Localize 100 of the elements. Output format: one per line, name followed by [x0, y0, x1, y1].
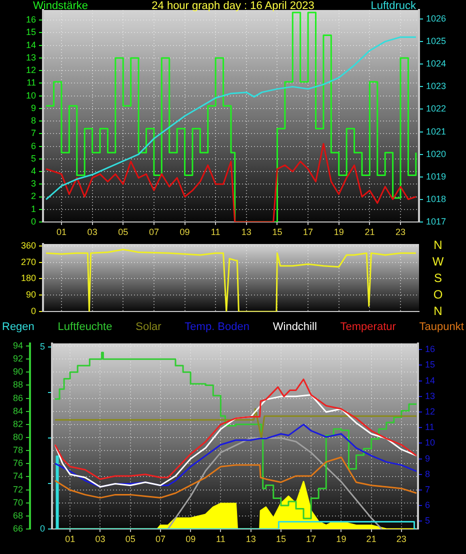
y-tick-label: 92	[12, 354, 23, 364]
y2-tick-label: 1026	[426, 14, 446, 24]
y-tick-label: 3	[30, 178, 36, 189]
y2-axis-title: Luftdruck	[370, 0, 416, 12]
y-tick-label: 90	[26, 290, 36, 300]
y-tick-label: 11	[26, 78, 36, 88]
y2-tick-label: 1021	[426, 126, 446, 136]
x-tick-label: 21	[366, 534, 376, 544]
y-tick-label: 14	[26, 40, 36, 50]
x-tick-label: 15	[272, 226, 282, 237]
x-tick-label: 21	[364, 226, 375, 237]
x-tick-label: 13	[241, 226, 252, 237]
y-tick-label: 90	[12, 366, 23, 377]
y2-tick-label: 8	[425, 468, 430, 479]
y-tick-label: 13	[26, 52, 36, 62]
y-tick-label: 2	[30, 191, 36, 202]
text: N	[434, 304, 442, 318]
y-axis-title: Windstärke	[33, 0, 88, 12]
y-tick-label: 6	[30, 140, 36, 151]
y-tick-label: 86	[12, 392, 23, 403]
y2-tick-label: 1022	[426, 104, 446, 114]
x-tick-label: 01	[65, 534, 76, 544]
y-tick-label: 16	[26, 14, 36, 25]
y2-tick-label: 1023	[426, 81, 446, 92]
text: Temp. Boden	[184, 320, 250, 335]
y-tick-label: 80	[12, 432, 23, 442]
x-tick-label: 17	[303, 226, 314, 237]
y3-tick-label: 0	[40, 523, 45, 534]
y-tick-label: 0	[30, 306, 36, 316]
text: S	[434, 271, 442, 286]
y2-tick-label: 9	[425, 453, 430, 464]
y-tick-label: 74	[12, 471, 23, 482]
y2-tick-label: 6	[425, 500, 430, 510]
y-tick-label: 68	[12, 510, 23, 520]
y2-tick-label: 1018	[426, 194, 446, 204]
y2-tick-label: 1017	[426, 216, 446, 226]
x-tick-label: 03	[95, 534, 106, 544]
x-tick-label: 03	[87, 226, 98, 237]
chart-title: 24 hour graph day : 16 April 2023	[152, 0, 314, 12]
x-tick-label: 15	[276, 534, 286, 544]
y2-tick-label: 5	[425, 516, 430, 526]
text: Taupunkt	[419, 320, 464, 335]
y-tick-label: 72	[12, 484, 23, 494]
y2-tick-label: 1025	[426, 36, 446, 46]
y2-tick-label: 15	[425, 360, 436, 370]
x-tick-label: 11	[210, 226, 220, 237]
text: W	[432, 254, 444, 269]
y-tick-label: 1	[30, 204, 36, 214]
y-tick-label: 270	[20, 256, 36, 267]
x-tick-label: 23	[396, 226, 406, 237]
y3-tick-label: 5	[40, 342, 45, 352]
y-tick-label: 76	[12, 458, 23, 468]
y-tick-label: 0	[30, 216, 36, 226]
y-tick-label: 5	[30, 153, 36, 164]
y2-tick-label: 1020	[426, 148, 446, 159]
x-tick-label: 01	[56, 226, 66, 237]
y-tick-label: 4	[30, 166, 36, 176]
y-tick-label: 88	[12, 380, 23, 390]
text: Windchill	[272, 320, 317, 335]
y-tick-label: 84	[12, 406, 23, 416]
y-tick-label: 82	[12, 418, 23, 429]
y-tick-label: 9	[30, 102, 36, 113]
x-tick-label: 09	[186, 534, 196, 544]
y-tick-label: 66	[12, 523, 23, 534]
x-tick-label: 05	[118, 226, 128, 237]
text: Solar	[136, 320, 162, 335]
text: Temperatur	[340, 320, 396, 335]
x-tick-label: 23	[396, 534, 406, 544]
y2-tick-label: 16	[425, 344, 436, 354]
x-tick-label: 11	[216, 534, 226, 544]
y-tick-label: 78	[12, 445, 23, 456]
y-tick-label: 7	[30, 128, 36, 138]
y2-tick-label: 1024	[426, 58, 446, 69]
y2-tick-label: 10	[425, 438, 436, 448]
x-tick-label: 07	[148, 226, 159, 237]
y-tick-label: 180	[20, 273, 36, 284]
y-tick-label: 70	[12, 497, 23, 508]
y2-tick-label: 11	[425, 422, 434, 432]
y2-tick-label: 14	[425, 375, 436, 386]
y-tick-label: 94	[12, 340, 23, 350]
x-tick-label: 17	[306, 534, 316, 544]
y-tick-label: 360	[20, 240, 36, 250]
x-tick-label: 09	[180, 226, 190, 237]
text: O	[433, 287, 443, 302]
y-tick-label: 15	[26, 27, 36, 38]
y-tick-label: 12	[26, 65, 36, 76]
x-tick-label: 19	[336, 534, 346, 544]
y-tick-label: 10	[26, 90, 36, 100]
y2-tick-label: 7	[425, 484, 430, 494]
x-tick-label: 07	[155, 534, 166, 544]
x-tick-label: 19	[334, 226, 344, 237]
x-tick-label: 13	[246, 534, 256, 544]
text: Regen	[2, 320, 34, 335]
y-tick-label: 8	[30, 116, 36, 126]
y2-tick-label: 13	[425, 390, 436, 401]
y2-tick-label: 12	[425, 406, 436, 417]
text: N	[434, 238, 442, 252]
y2-tick-label: 1019	[426, 171, 446, 182]
x-tick-label: 05	[125, 534, 136, 544]
series-label: Luftfeuchte	[58, 320, 112, 335]
